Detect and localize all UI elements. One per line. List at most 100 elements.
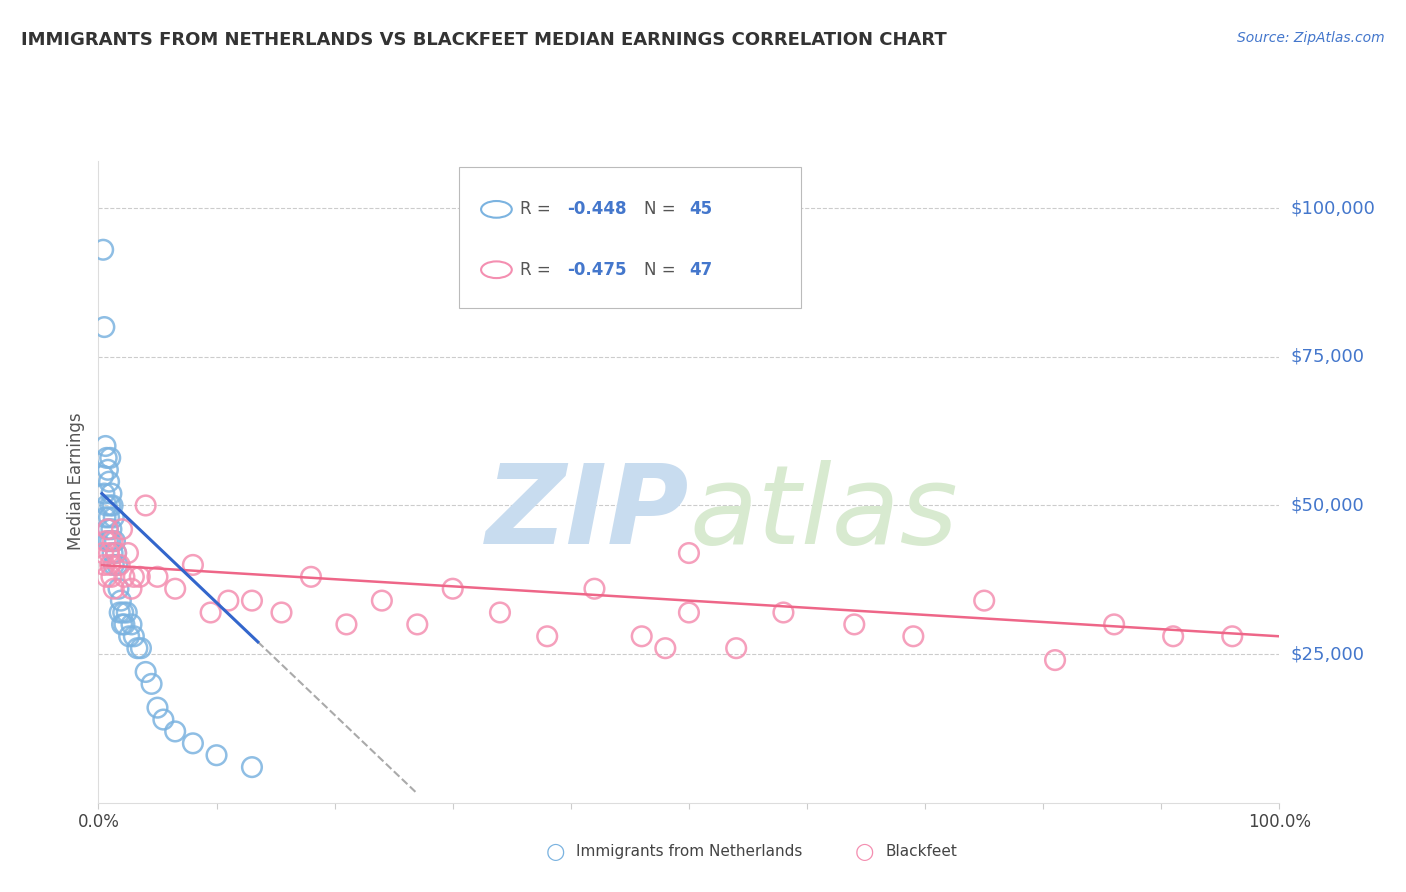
Text: Blackfeet: Blackfeet bbox=[886, 845, 957, 859]
Point bbox=[903, 629, 925, 643]
Text: ○: ○ bbox=[546, 842, 565, 862]
Point bbox=[101, 546, 124, 560]
Point bbox=[101, 499, 124, 513]
Point bbox=[101, 534, 124, 549]
Point bbox=[96, 450, 118, 465]
Point bbox=[98, 558, 121, 572]
Text: ○: ○ bbox=[855, 842, 875, 862]
Point bbox=[115, 606, 138, 620]
Point bbox=[129, 641, 152, 656]
Point bbox=[678, 606, 700, 620]
Text: -0.448: -0.448 bbox=[567, 201, 627, 219]
Point bbox=[299, 570, 322, 584]
Text: R =: R = bbox=[520, 260, 555, 278]
Point bbox=[146, 700, 169, 714]
Text: atlas: atlas bbox=[689, 460, 957, 567]
Point bbox=[91, 468, 114, 483]
Point bbox=[98, 475, 121, 489]
Point bbox=[97, 522, 120, 536]
Y-axis label: Median Earnings: Median Earnings bbox=[67, 413, 86, 550]
Point bbox=[98, 510, 121, 524]
Point bbox=[1161, 629, 1184, 643]
Point bbox=[146, 570, 169, 584]
Text: Source: ZipAtlas.com: Source: ZipAtlas.com bbox=[1237, 31, 1385, 45]
Point bbox=[973, 593, 995, 607]
Point bbox=[630, 629, 652, 643]
Point bbox=[121, 617, 143, 632]
Text: 45: 45 bbox=[689, 201, 711, 219]
Point bbox=[844, 617, 866, 632]
Point bbox=[128, 570, 150, 584]
Point bbox=[141, 677, 163, 691]
Point bbox=[96, 570, 118, 584]
Point bbox=[240, 760, 263, 774]
Point bbox=[98, 534, 121, 549]
Point bbox=[112, 617, 135, 632]
Point bbox=[100, 522, 122, 536]
Point bbox=[110, 593, 132, 607]
Point bbox=[240, 593, 263, 607]
Point bbox=[98, 450, 121, 465]
Point bbox=[98, 499, 121, 513]
Point bbox=[441, 582, 464, 596]
Text: IMMIGRANTS FROM NETHERLANDS VS BLACKFEET MEDIAN EARNINGS CORRELATION CHART: IMMIGRANTS FROM NETHERLANDS VS BLACKFEET… bbox=[21, 31, 946, 49]
Point bbox=[489, 606, 512, 620]
Point bbox=[270, 606, 292, 620]
Point bbox=[335, 617, 357, 632]
Point bbox=[205, 748, 228, 763]
Text: $50,000: $50,000 bbox=[1291, 497, 1364, 515]
Point bbox=[165, 724, 187, 739]
Point bbox=[165, 582, 187, 596]
Text: 47: 47 bbox=[689, 260, 713, 278]
Point bbox=[94, 439, 117, 453]
Point bbox=[725, 641, 748, 656]
Point bbox=[91, 546, 114, 560]
Text: N =: N = bbox=[644, 201, 681, 219]
Point bbox=[97, 522, 120, 536]
Text: $100,000: $100,000 bbox=[1291, 199, 1375, 217]
Point bbox=[96, 499, 118, 513]
Point bbox=[97, 463, 120, 477]
Point bbox=[118, 629, 141, 643]
Point bbox=[181, 558, 204, 572]
FancyBboxPatch shape bbox=[458, 167, 801, 309]
Point bbox=[1043, 653, 1066, 667]
Point bbox=[97, 534, 120, 549]
Point bbox=[100, 486, 122, 500]
Point bbox=[536, 629, 558, 643]
Point bbox=[103, 510, 125, 524]
Point bbox=[111, 522, 134, 536]
Text: Immigrants from Netherlands: Immigrants from Netherlands bbox=[576, 845, 803, 859]
Point bbox=[98, 546, 121, 560]
Point bbox=[1102, 617, 1125, 632]
Point bbox=[105, 546, 128, 560]
Text: -0.475: -0.475 bbox=[567, 260, 627, 278]
Point bbox=[371, 593, 394, 607]
Text: R =: R = bbox=[520, 201, 555, 219]
Point bbox=[406, 617, 429, 632]
Point bbox=[107, 582, 129, 596]
Point bbox=[1220, 629, 1243, 643]
Point bbox=[91, 243, 114, 257]
Point bbox=[181, 736, 204, 750]
Text: ZIP: ZIP bbox=[485, 460, 689, 567]
Point bbox=[105, 558, 128, 572]
Point bbox=[104, 534, 127, 549]
Point bbox=[772, 606, 794, 620]
Point bbox=[103, 558, 125, 572]
Point bbox=[108, 558, 131, 572]
Point bbox=[112, 606, 135, 620]
Point bbox=[122, 629, 145, 643]
Text: $75,000: $75,000 bbox=[1291, 348, 1365, 366]
Point bbox=[135, 665, 157, 679]
Point bbox=[93, 486, 115, 500]
Text: N =: N = bbox=[644, 260, 681, 278]
Point bbox=[111, 617, 134, 632]
Text: $25,000: $25,000 bbox=[1291, 645, 1365, 663]
Point bbox=[678, 546, 700, 560]
Point bbox=[135, 499, 157, 513]
Point bbox=[583, 582, 606, 596]
Point bbox=[100, 570, 122, 584]
Point bbox=[127, 641, 149, 656]
Point bbox=[654, 641, 676, 656]
